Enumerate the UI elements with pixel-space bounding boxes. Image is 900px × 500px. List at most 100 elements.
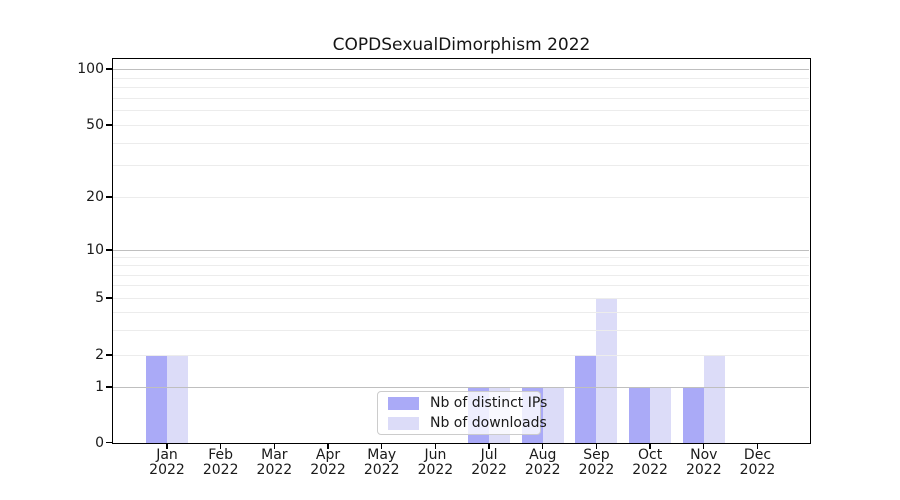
gridline-minor-4	[113, 311, 809, 313]
x-tick-month: Jan	[156, 447, 178, 463]
bar-nb-of-downloads-aug	[542, 387, 564, 443]
x-tick-month: Dec	[743, 447, 772, 463]
x-tick-label-oct: Oct 2022	[622, 448, 678, 478]
x-tick-apr	[327, 444, 329, 449]
x-tick-feb	[219, 444, 222, 449]
gridline-major-10	[113, 250, 809, 252]
y-tick-5	[106, 297, 113, 299]
x-tick-label-jan: Jan 2022	[139, 448, 195, 478]
x-tick-label-jun: Jun 2022	[407, 448, 463, 478]
x-tick-month: Apr	[315, 447, 341, 463]
y-tick-100	[106, 68, 113, 70]
x-tick-year: 2022	[310, 462, 346, 478]
x-tick-label-aug: Aug 2022	[515, 448, 571, 478]
y-tick-2	[106, 354, 113, 356]
x-tick-year: 2022	[256, 462, 293, 478]
y-tick-50	[106, 124, 113, 126]
y-tick-10	[106, 249, 113, 251]
gridline-major-100	[113, 69, 809, 71]
x-tick-mar	[273, 444, 276, 449]
x-tick-label-may: May 2022	[354, 448, 410, 478]
legend-label-distinct-ips: Nb of distinct IPs	[430, 395, 548, 411]
gridline-minor-20	[113, 197, 809, 198]
gridline-minor-9	[113, 257, 809, 259]
x-tick-year: 2022	[578, 462, 615, 478]
x-tick-label-feb: Feb 2022	[193, 448, 249, 478]
gridline-minor-60	[113, 110, 809, 112]
bar-nb-of-downloads-nov	[703, 355, 725, 443]
x-tick-dec	[756, 444, 759, 449]
x-tick-label-mar: Mar 2022	[246, 448, 302, 478]
legend-item-downloads: Nb of downloads	[388, 415, 547, 431]
x-tick-label-jul: Jul 2022	[461, 448, 517, 478]
gridline-major-1	[113, 387, 809, 389]
gridline-minor-6	[113, 285, 809, 287]
bar-nb-of-downloads-jan	[167, 355, 188, 443]
x-tick-label-dec: Dec 2022	[729, 448, 785, 478]
y-tick-1	[106, 386, 113, 388]
legend-swatch-downloads-icon	[388, 416, 419, 430]
bar-nb-of-distinct-ips-sep	[575, 355, 597, 443]
gridline-minor-30	[113, 165, 809, 167]
legend-swatch-distinct-ips-icon	[388, 396, 419, 410]
bar-nb-of-downloads-sep	[596, 298, 618, 443]
x-tick-month: Jul	[480, 447, 498, 463]
x-tick-sep	[595, 444, 598, 449]
x-tick-may	[381, 444, 383, 449]
legend-label-downloads: Nb of downloads	[430, 415, 547, 431]
y-tick-label-50: 50	[86, 117, 104, 133]
y-tick-label-20: 20	[86, 189, 104, 205]
x-tick-label-apr: Apr 2022	[300, 448, 356, 478]
x-tick-year: 2022	[202, 462, 239, 478]
x-tick-jun	[434, 444, 437, 449]
x-tick-jan	[166, 444, 168, 449]
y-tick-label-0: 0	[95, 434, 104, 451]
x-tick-year: 2022	[363, 462, 400, 478]
gridline-minor-70	[113, 97, 809, 99]
x-tick-year: 2022	[739, 462, 776, 478]
bar-nb-of-distinct-ips-nov	[682, 387, 704, 443]
x-tick-nov	[703, 444, 705, 449]
gridline-minor-7	[113, 274, 809, 276]
bar-nb-of-downloads-oct	[650, 387, 672, 443]
y-tick-label-1: 1	[95, 379, 104, 395]
x-tick-year: 2022	[632, 462, 668, 478]
gridline-minor-90	[113, 77, 809, 79]
x-tick-year: 2022	[524, 462, 561, 478]
x-tick-label-sep: Sep 2022	[568, 448, 624, 478]
x-tick-year: 2022	[685, 462, 722, 478]
bar-nb-of-distinct-ips-jan	[146, 355, 167, 443]
gridline-minor-50	[113, 125, 809, 126]
y-tick-0	[106, 441, 113, 444]
gridline-minor-2	[113, 355, 809, 356]
x-tick-month: Sep	[583, 447, 610, 463]
x-tick-month: Jun	[424, 447, 447, 463]
gridline-minor-5	[113, 298, 809, 299]
gridline-minor-8	[113, 265, 809, 267]
gridline-minor-40	[113, 142, 809, 144]
x-tick-year: 2022	[471, 462, 507, 478]
y-tick-label-100: 100	[77, 61, 104, 77]
y-tick-20	[106, 196, 113, 198]
x-tick-year: 2022	[149, 462, 185, 478]
y-tick-label-10: 10	[86, 242, 104, 258]
chart-title: COPDSexualDimorphism 2022	[332, 35, 591, 55]
x-tick-year: 2022	[417, 462, 454, 478]
gridline-minor-3	[113, 329, 809, 331]
y-tick-label-2: 2	[95, 347, 104, 363]
x-tick-label-nov: Nov 2022	[676, 448, 732, 478]
legend-item-distinct-ips: Nb of distinct IPs	[388, 395, 547, 411]
x-tick-month: Oct	[638, 447, 663, 463]
bar-nb-of-distinct-ips-oct	[629, 387, 651, 443]
x-tick-month: Mar	[261, 447, 288, 463]
x-tick-oct	[649, 444, 651, 449]
x-tick-month: May	[367, 447, 397, 463]
x-tick-aug	[542, 444, 544, 449]
x-tick-month: Aug	[529, 447, 557, 463]
x-tick-jul	[488, 444, 490, 449]
gridline-minor-80	[113, 87, 809, 89]
y-tick-label-5: 5	[95, 290, 104, 306]
x-tick-month: Feb	[208, 447, 234, 463]
x-tick-month: Nov	[690, 447, 718, 463]
